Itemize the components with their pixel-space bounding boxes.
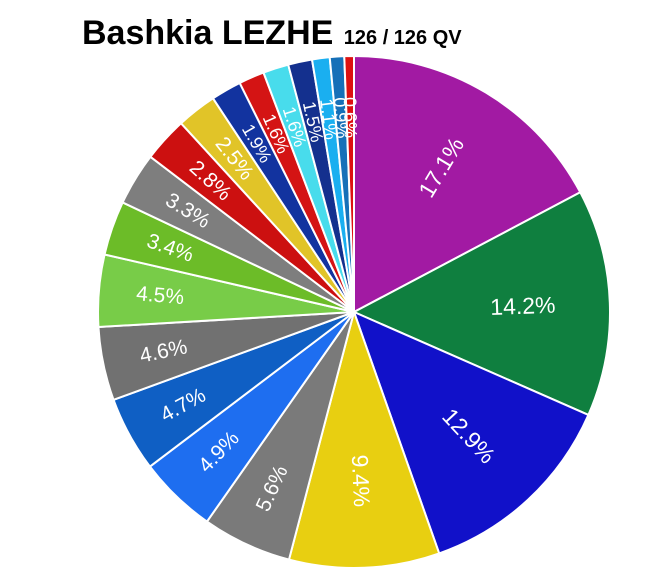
slice-label: 0.6% bbox=[340, 97, 361, 138]
pie-slice bbox=[287, 308, 441, 569]
pie-slice bbox=[351, 190, 611, 417]
slice-label: 14.2% bbox=[490, 292, 556, 320]
slice-label: 9.4% bbox=[347, 454, 375, 507]
chart-title-row: Bashkia LEZHE 126 / 126 QV bbox=[82, 14, 462, 53]
slice-label: 4.5% bbox=[135, 282, 185, 309]
pie-slice bbox=[353, 54, 582, 314]
pie-slice bbox=[352, 310, 590, 555]
chart-title: Bashkia LEZHE bbox=[82, 14, 334, 52]
chart-subtitle: 126 / 126 QV bbox=[343, 27, 462, 49]
pie-slice bbox=[343, 54, 355, 313]
